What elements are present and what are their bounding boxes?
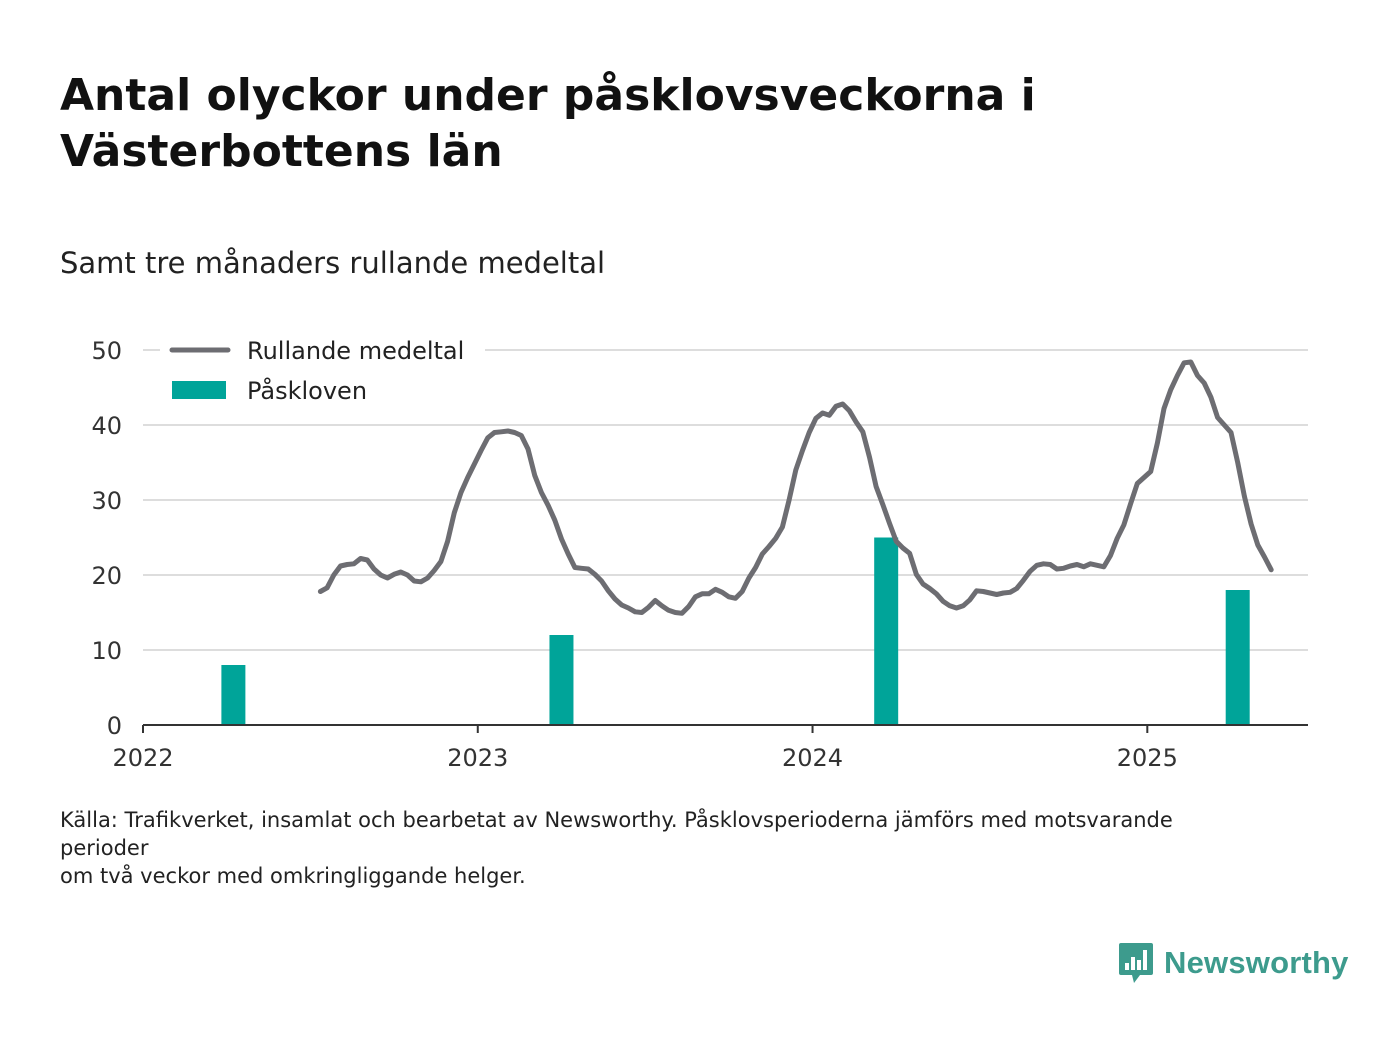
rolling-average-line: [317, 359, 1274, 616]
chart-title: Antal olyckor under påsklovsveckorna i V…: [60, 70, 1036, 177]
legend-label: Påskloven: [247, 376, 367, 405]
y-tick-label: 0: [107, 712, 122, 740]
x-tick-label: 2025: [1117, 744, 1178, 772]
y-tick-label: 30: [91, 487, 122, 515]
x-tick-label: 2023: [447, 744, 508, 772]
newsworthy-logo-icon: [1119, 943, 1153, 983]
y-tick-label: 20: [91, 562, 122, 590]
source-line: Källa: Trafikverket, insamlat och bearbe…: [60, 808, 1173, 832]
x-tick-label: 2024: [782, 744, 843, 772]
x-tick-label: 2022: [112, 744, 173, 772]
source-line: om två veckor med omkringliggande helger…: [60, 864, 526, 888]
legend-label: Rullande medeltal: [247, 337, 464, 365]
bar: [221, 665, 246, 725]
axes: 0 10 20 30 40 50 2022 2023 2024 2025: [91, 337, 1308, 772]
chart-subtitle: Samt tre månaders rullande medeltal: [60, 246, 606, 280]
bar-series: [221, 537, 1250, 725]
chart-area: 0 10 20 30 40 50 2022 2023 2024 2025 Rullande med…: [91, 330, 1308, 772]
bar: [874, 537, 899, 725]
newsworthy-logo-text: Newsworthy: [1164, 945, 1349, 980]
line-series: [317, 359, 1274, 616]
bar: [1225, 590, 1250, 725]
y-tick-label: 10: [91, 637, 122, 665]
bar: [549, 635, 574, 725]
legend-bar-swatch: [172, 381, 226, 399]
newsworthy-logo[interactable]: Newsworthy: [1118, 940, 1349, 986]
source-line: perioder: [60, 836, 149, 860]
y-tick-label: 50: [91, 337, 122, 365]
legend: Rullande medeltal Påskloven: [160, 330, 485, 410]
y-tick-label: 40: [91, 412, 122, 440]
source-note: Källa: Trafikverket, insamlat och bearbe…: [60, 806, 1280, 890]
